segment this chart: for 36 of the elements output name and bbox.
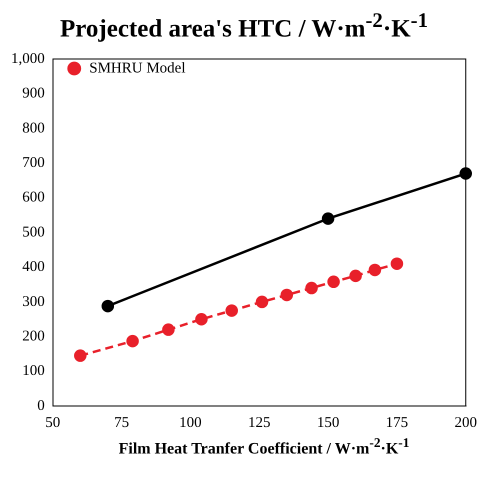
chart-title: Projected area's HTC / W·m$^{-2}$·K$^{-1}$ — [58, 8, 430, 44]
y-tick-label: 200 — [22, 328, 45, 345]
y-tick-label: 700 — [22, 155, 45, 172]
point — [368, 264, 382, 277]
x-tick-label: 100 — [179, 415, 202, 432]
x-axis-title: Film Heat Tranfer Coefficient / W·m$^{-2}$·K$^{-1}$ — [118, 435, 410, 459]
point — [126, 335, 139, 348]
x-tick-label: 150 — [316, 415, 340, 432]
point — [460, 168, 472, 180]
y-tick-label: 300 — [22, 294, 45, 310]
point — [327, 276, 340, 288]
point — [322, 212, 334, 226]
point — [225, 304, 238, 318]
y-tick-label: 0 — [37, 398, 45, 414]
x-tick-label: 75 — [114, 415, 130, 432]
legend-label: SMHRU Model — [89, 60, 186, 77]
point — [102, 300, 114, 313]
x-tick-label: 125 — [248, 415, 270, 432]
y-tick-label: 500 — [22, 224, 45, 241]
x-tick-label: 200 — [454, 415, 477, 432]
x-tick-label: 175 — [386, 415, 408, 432]
point — [349, 270, 362, 282]
y-tick-label: 600 — [22, 190, 45, 206]
point — [280, 289, 294, 302]
y-tick-label: 800 — [22, 120, 45, 137]
point — [390, 258, 404, 270]
point — [162, 324, 175, 336]
y-tick-label: 900 — [22, 86, 45, 102]
point — [74, 350, 87, 362]
y-tick-label: 100 — [22, 364, 45, 380]
y-tick-label: 1,000 — [11, 51, 45, 68]
y-tick-label: 400 — [22, 259, 45, 276]
point — [195, 313, 208, 326]
point — [305, 282, 318, 295]
point — [256, 296, 268, 308]
x-tick-label: 50 — [45, 415, 60, 432]
